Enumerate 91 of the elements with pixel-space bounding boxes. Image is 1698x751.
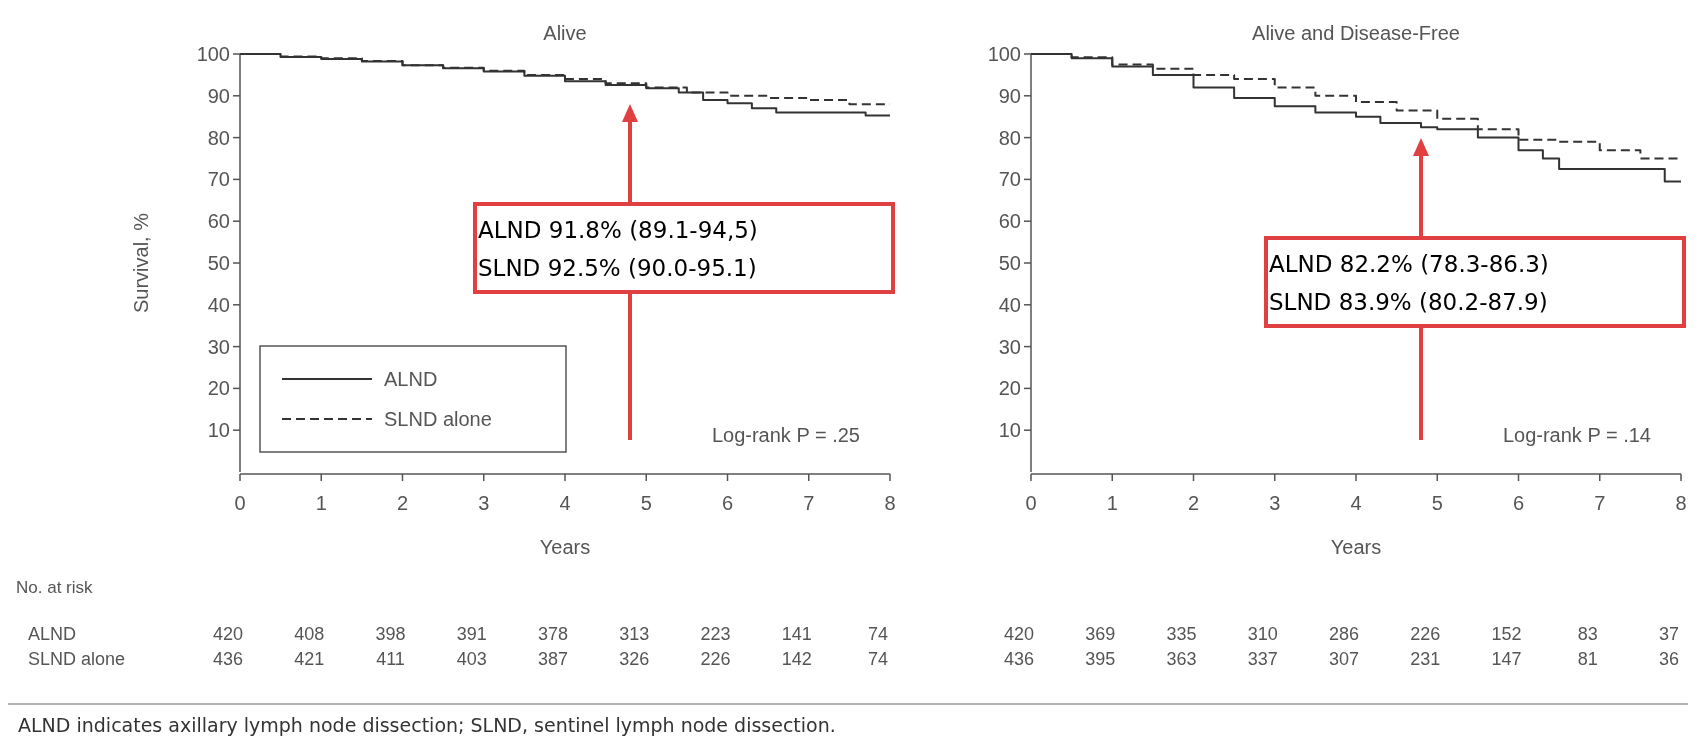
y-tick-label: 60 bbox=[998, 210, 1021, 233]
text: 387 bbox=[537, 649, 569, 669]
x-tick-label: 6 bbox=[721, 492, 734, 514]
text: 36 bbox=[1658, 649, 1680, 669]
x-tick-label: 4 bbox=[559, 492, 571, 514]
text: ALND indicates axillary lymph node dissection; SLND, sentinel lymph node dissection. bbox=[18, 714, 836, 736]
x-tick-label: 3 bbox=[1269, 492, 1281, 514]
x-tick-label: 1 bbox=[315, 492, 327, 514]
legend-label: SLND alone bbox=[384, 408, 492, 430]
text: 363 bbox=[1166, 649, 1197, 669]
y-tick-label: 50 bbox=[998, 252, 1021, 274]
text: 421 bbox=[294, 649, 325, 669]
annotation: Log-rank P = .25 bbox=[711, 424, 860, 446]
x-tick-label: 0 bbox=[234, 492, 246, 514]
x-tick-label: 0 bbox=[1025, 492, 1037, 514]
annotation: ALND 82.2% (78.3-86.3) bbox=[1269, 251, 1549, 277]
text: 408 bbox=[294, 624, 325, 644]
text: 226 bbox=[1410, 624, 1441, 644]
text: 436 bbox=[212, 649, 244, 669]
text: 226 bbox=[700, 649, 731, 669]
text: 147 bbox=[1491, 649, 1522, 669]
x-tick-label: 4 bbox=[1350, 492, 1362, 514]
text: 335 bbox=[1166, 624, 1197, 644]
y-tick-label: 30 bbox=[998, 335, 1021, 358]
y-tick-label: 30 bbox=[207, 335, 230, 358]
text: 420 bbox=[212, 624, 244, 644]
y-tick-label: 100 bbox=[196, 43, 230, 65]
x-tick-label: 6 bbox=[1512, 492, 1525, 514]
y-tick-label: 80 bbox=[998, 126, 1021, 149]
annotation: Log-rank P = .14 bbox=[1502, 424, 1651, 446]
text: 378 bbox=[537, 624, 569, 644]
text: 411 bbox=[376, 649, 405, 669]
x-tick-label: 5 bbox=[1431, 492, 1443, 514]
y-tick-label: 60 bbox=[207, 210, 230, 233]
x-tick-label: 8 bbox=[1675, 492, 1687, 514]
text: 403 bbox=[456, 649, 487, 669]
chart-title: Alive bbox=[543, 22, 587, 44]
y-tick-label: 40 bbox=[998, 293, 1021, 316]
text: 395 bbox=[1085, 649, 1116, 669]
text: 223 bbox=[700, 624, 731, 644]
x-tick-label: 7 bbox=[1594, 492, 1606, 514]
chart-title: Alive and Disease-Free bbox=[1252, 22, 1460, 44]
x-tick-label: 8 bbox=[884, 492, 896, 514]
y-tick-label: 90 bbox=[998, 84, 1021, 107]
y-tick-label: 70 bbox=[207, 168, 230, 191]
text: 74 bbox=[867, 649, 889, 669]
text: 231 bbox=[1410, 649, 1441, 669]
text: 307 bbox=[1328, 649, 1360, 669]
text: 398 bbox=[375, 624, 406, 644]
y-tick-label: 70 bbox=[998, 168, 1021, 191]
x-tick-label: 2 bbox=[1187, 492, 1200, 514]
text: 391 bbox=[456, 624, 487, 644]
y-tick-label: 40 bbox=[207, 293, 230, 316]
y-tick-label: 10 bbox=[207, 419, 230, 442]
text: 152 bbox=[1491, 624, 1522, 644]
text: 141 bbox=[781, 624, 812, 644]
text: 83 bbox=[1577, 624, 1598, 644]
text: 313 bbox=[619, 624, 650, 644]
y-axis-title: Survival, % bbox=[130, 212, 152, 314]
text: 369 bbox=[1085, 624, 1116, 644]
text: 286 bbox=[1328, 624, 1360, 644]
text: 74 bbox=[867, 624, 889, 644]
annotation: SLND 83.9% (80.2-87.9) bbox=[1269, 289, 1548, 315]
text: No. at risk bbox=[16, 578, 94, 597]
x-tick-label: 3 bbox=[478, 492, 490, 514]
y-tick-label: 50 bbox=[207, 252, 230, 274]
x-axis-title: Years bbox=[1330, 536, 1382, 558]
x-tick-label: 1 bbox=[1106, 492, 1118, 514]
text: 37 bbox=[1658, 624, 1680, 644]
text: ALND bbox=[28, 624, 77, 644]
y-tick-label: 80 bbox=[207, 126, 230, 149]
text: 81 bbox=[1577, 649, 1598, 669]
y-tick-label: 20 bbox=[207, 377, 230, 400]
y-tick-label: 20 bbox=[998, 377, 1021, 400]
y-tick-label: 100 bbox=[987, 43, 1021, 65]
y-tick-label: 90 bbox=[207, 84, 230, 107]
x-tick-label: 5 bbox=[640, 492, 652, 514]
text: SLND alone bbox=[28, 649, 126, 669]
text: 420 bbox=[1003, 624, 1035, 644]
x-tick-label: 2 bbox=[396, 492, 409, 514]
legend-label: ALND bbox=[384, 368, 438, 390]
annotation: SLND 92.5% (90.0-95.1) bbox=[478, 255, 757, 281]
text: 337 bbox=[1247, 649, 1278, 669]
text: 310 bbox=[1247, 624, 1278, 644]
text: 436 bbox=[1003, 649, 1035, 669]
x-axis-title: Years bbox=[539, 536, 591, 558]
text: 142 bbox=[781, 649, 812, 669]
annotation: ALND 91.8% (89.1-94,5) bbox=[478, 217, 758, 243]
y-tick-label: 10 bbox=[998, 419, 1021, 442]
text: 326 bbox=[619, 649, 650, 669]
x-tick-label: 7 bbox=[803, 492, 815, 514]
